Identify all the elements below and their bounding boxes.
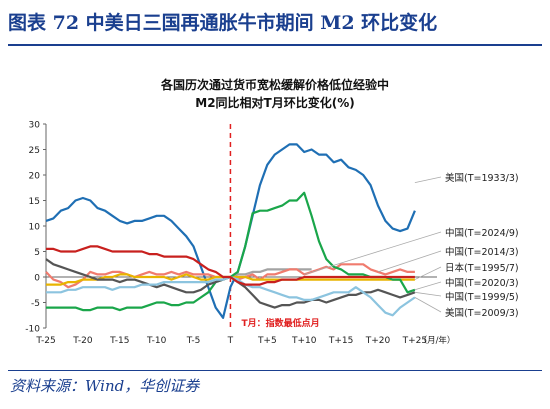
y-tick-label: 0	[34, 274, 40, 284]
legend-leader-4	[414, 281, 442, 291]
series-line-7	[46, 245, 415, 286]
title-divider	[8, 44, 542, 46]
legend-leader-5	[414, 291, 442, 297]
y-tick-label: 10	[29, 223, 41, 233]
figure-title: 图表 72 中美日三国再通胀牛市期间 M2 环比变化	[8, 12, 438, 34]
legend-label-0: 美国(T=1933/3)	[445, 172, 519, 184]
x-tick-label: T-5	[186, 336, 201, 346]
legend-label-1: 中国(T=2024/9)	[445, 227, 519, 239]
chart-title-line2: M2同比相对T月环比变化(%)	[195, 96, 355, 110]
legend-label-3: 日本(T=1995/7)	[445, 262, 519, 274]
source-note: 资料来源：Wind，华创证券	[10, 377, 200, 395]
x-unit-label: （月/年）	[419, 335, 456, 346]
y-tick-label: -5	[31, 299, 40, 309]
legend-label-4: 中国(T=2020/3)	[445, 277, 519, 289]
x-tick-label: T-10	[146, 336, 167, 346]
x-tick-label: T+10	[291, 336, 317, 346]
y-tick-label: -10	[25, 325, 40, 335]
legend-leader-0	[414, 176, 442, 184]
y-tick-label: 30	[29, 121, 41, 131]
x-tick-label: T+15	[328, 336, 354, 346]
x-tick-label: T-25	[35, 336, 55, 346]
x-tick-label: T	[227, 336, 234, 346]
series-line-0	[45, 143, 416, 319]
x-tick-label: T-20	[72, 336, 93, 346]
x-tick-label: T+5	[257, 336, 277, 346]
legend-label-2: 中国(T=2014/3)	[445, 246, 519, 258]
source-divider	[8, 370, 542, 371]
legend-label-5: 中国(T=1999/5)	[445, 291, 519, 303]
t-month-annotation: T月：指数最低点月	[242, 317, 320, 329]
legend-leader-3	[414, 266, 442, 280]
x-tick-label: T+20	[365, 336, 391, 346]
legend-leader-1	[304, 231, 442, 275]
y-tick-label: 5	[34, 248, 40, 258]
legend-leader-6	[414, 297, 442, 313]
legend-label-6: 美国(T=2009/3)	[445, 307, 519, 319]
y-tick-label: 20	[29, 172, 41, 182]
x-tick-label: T-15	[109, 336, 129, 346]
legend-leader-2	[377, 250, 442, 273]
chart-title-line1: 各国历次通过货币宽松缓解价格低位经验中	[160, 78, 389, 92]
x-tick-label: T+25	[402, 336, 428, 346]
series-line-5	[45, 258, 416, 309]
y-tick-label: 15	[29, 197, 40, 207]
y-tick-label: 25	[29, 146, 40, 156]
